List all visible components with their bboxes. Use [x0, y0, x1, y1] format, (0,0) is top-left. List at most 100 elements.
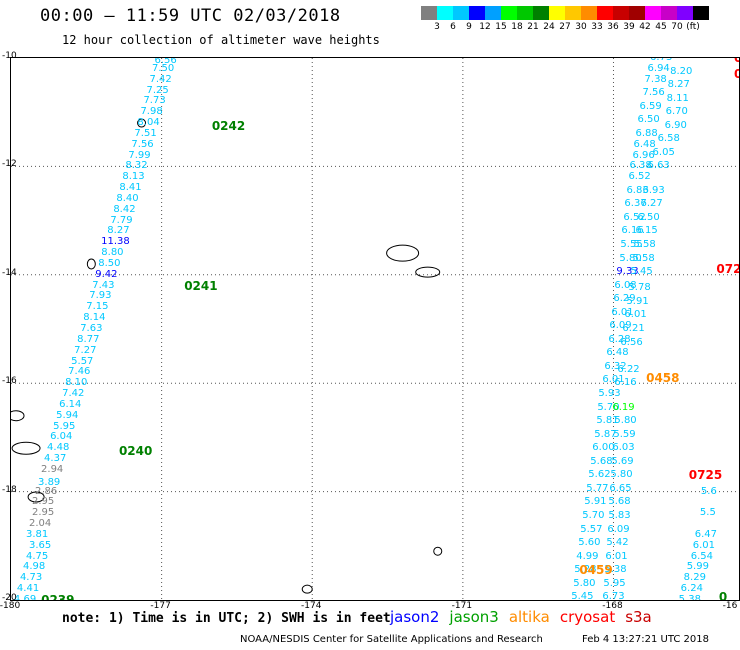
color-legend	[421, 6, 709, 20]
wave-height-point: 6.09	[609, 320, 632, 332]
wave-height-point: 5.68	[590, 455, 613, 467]
wave-height-point: 6.96	[632, 149, 655, 161]
satellite-jason2: jason2	[390, 608, 440, 626]
lat-axis-label: -20	[2, 593, 17, 603]
wave-height-point: 6.56	[154, 57, 177, 66]
wave-height-point: 6.15	[635, 225, 658, 237]
island-outline	[27, 491, 45, 503]
pass-label: 0239	[41, 593, 75, 601]
map-panel[interactable]: 6.56 7.50 7.42 7.25 7.73 7.98 8.04 7.51 7.56 7.99…	[10, 57, 740, 601]
wave-height-point: 5.42	[606, 537, 629, 549]
wave-height-point: 4.75	[25, 550, 49, 562]
pass-label: 0241	[184, 278, 218, 293]
wave-height-point: 8.50	[98, 257, 121, 269]
wave-height-point: 5.57	[71, 355, 94, 367]
wave-height-point: 6.27	[640, 198, 663, 210]
legend-tick-label: 36	[607, 22, 619, 32]
wave-height-point: 6.48	[633, 138, 656, 150]
lat-axis-label: -18	[2, 484, 17, 495]
legend-swatch	[437, 6, 453, 20]
satellite-cryosat: cryosat	[559, 608, 616, 626]
wave-height-point: 5.80	[610, 469, 633, 481]
wave-height-point: 5.80	[614, 415, 637, 427]
legend-tick-label: 70	[671, 22, 683, 32]
wave-height-point: 5.80	[619, 252, 642, 264]
wave-height-point: 6.32	[604, 360, 627, 372]
island-outline	[433, 546, 443, 556]
wave-height-point: 6.63	[647, 160, 670, 172]
wave-height-point: 5.62	[588, 469, 611, 481]
lat-axis-label: -10	[2, 51, 17, 61]
legend-tick-label: 18	[511, 22, 523, 32]
wave-height-point: 5.6	[700, 485, 717, 497]
wave-height-point: 6.01	[624, 309, 647, 321]
wave-height-point: 6.24	[680, 583, 703, 595]
wave-height-point: 6.52	[628, 171, 651, 183]
wave-height-point: 5.55	[620, 238, 643, 250]
wave-height-point: 6.01	[602, 374, 625, 386]
wave-height-point: 5.70	[597, 401, 620, 413]
wave-height-point: 7.56	[642, 87, 665, 99]
wave-height-point: 6.52	[623, 211, 646, 223]
wave-height-point: 6.37	[624, 198, 647, 210]
wave-height-point: 2.04	[28, 518, 52, 530]
legend-swatch	[421, 6, 437, 20]
legend-tick-label: 39	[623, 22, 635, 32]
wave-height-point: 5.81	[596, 415, 619, 427]
wave-height-point: 5.5	[699, 507, 716, 519]
wave-height-point: 8.13	[122, 171, 145, 183]
wave-height-point: 8.42	[113, 203, 136, 215]
wave-height-point: 5.95	[53, 420, 76, 432]
pass-label: 072	[734, 67, 739, 81]
wave-height-point: 6.00	[592, 442, 615, 454]
wave-height-point: 3.81	[25, 528, 49, 540]
wave-height-point: 6.01	[605, 550, 628, 562]
wave-height-point: 6.04	[50, 431, 73, 443]
wave-height-point: 8.27	[107, 225, 130, 237]
wave-height-point: 6.50	[637, 211, 660, 223]
pass-label: 0724	[716, 262, 739, 277]
legend-swatch	[613, 6, 629, 20]
wave-height-point: 5.91	[626, 295, 649, 307]
pass-label: 0242	[211, 118, 246, 133]
wave-height-point: 8.04	[137, 117, 160, 129]
wave-height-point: 6.93	[642, 184, 665, 196]
legend-swatch	[469, 6, 485, 20]
legend-tick-label: 45	[655, 22, 667, 32]
wave-height-point: 6.73	[602, 591, 625, 601]
wave-height-point: 8.14	[83, 312, 106, 324]
wave-height-point: 8.29	[683, 572, 706, 584]
wave-height-point: 7.51	[134, 127, 157, 139]
wave-height-point: 7.43	[92, 279, 115, 291]
island-outline	[137, 118, 147, 128]
wave-height-point: 6.14	[59, 398, 82, 410]
legend-tick-label: 27	[559, 22, 571, 32]
map-canvas	[11, 58, 739, 600]
legend-tick-label: 42	[639, 22, 651, 32]
lat-axis-label: -14	[2, 267, 17, 278]
wave-height-point: 6.94	[647, 62, 670, 74]
legend-swatch	[677, 6, 693, 20]
lon-axis-label: -171	[451, 601, 473, 611]
wave-height-point: 5.38	[678, 594, 701, 601]
wave-height-point: 7.56	[131, 138, 154, 150]
wave-height-point: 5.69	[611, 455, 634, 467]
lon-axis-label: -180	[0, 601, 21, 611]
legend-swatch	[517, 6, 533, 20]
wave-height-point: 3.89	[38, 477, 61, 489]
wave-height-point: 2.94	[41, 463, 64, 475]
wave-height-point: 6.83	[626, 184, 649, 196]
wave-height-point: 5.38	[604, 564, 627, 576]
wave-height-point: 5.99	[686, 561, 709, 573]
wave-height-point: 7.27	[74, 344, 97, 356]
lon-axis-label: -177	[150, 601, 171, 611]
wave-height-point: 8.40	[116, 192, 139, 204]
legend-swatch	[533, 6, 549, 20]
wave-height-point: 5.58	[633, 238, 656, 250]
legend-swatch	[565, 6, 581, 20]
wave-height-point: 8.11	[666, 92, 689, 104]
wave-height-point: 5.58	[632, 252, 655, 264]
legend-tick-label: 6	[450, 22, 456, 32]
legend-swatch	[597, 6, 613, 20]
wave-height-point: 6.22	[617, 363, 640, 375]
